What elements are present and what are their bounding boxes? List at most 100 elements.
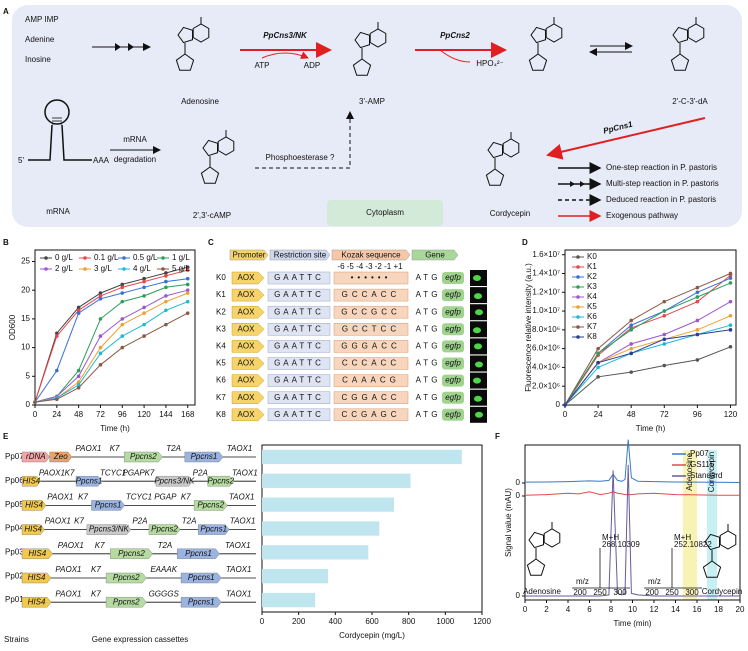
site-label: GAATTC (274, 290, 324, 299)
data-point (629, 370, 633, 374)
series-line (564, 324, 731, 406)
inset-mz: 252.10822 (674, 540, 712, 549)
legend-marker (576, 265, 580, 269)
cassette-part (21, 572, 52, 584)
molecule-ring (502, 138, 520, 158)
promoter-box (231, 340, 265, 353)
cassette-label: HIS4 (25, 501, 43, 510)
series-line (34, 278, 188, 403)
cassette-label: TAOX1 (226, 565, 252, 574)
y-tick-label: 6.0×10⁶ (532, 344, 560, 353)
cassette-part (177, 548, 220, 559)
data-point (76, 305, 81, 310)
promoter-label: AOX (238, 410, 256, 419)
kozak-box (333, 374, 409, 387)
cassette-label: TAOX1 (232, 468, 258, 477)
cell-fluorescence (475, 309, 483, 316)
legend-label: 0.1 g/L (94, 253, 119, 262)
cassette-part (21, 476, 41, 487)
x-tick-label: 24 (52, 410, 61, 419)
legend-label: K0 (587, 252, 597, 261)
peak-label: Adenosine (685, 453, 694, 491)
x-axis-title: Time (h) (100, 424, 130, 433)
strain-label: Pp07 (5, 452, 24, 461)
cell-fluorescence (474, 293, 482, 300)
y-tick-label: 0 (516, 478, 521, 487)
cassette-label: HIS4 (28, 549, 46, 558)
arrow-head (570, 181, 575, 187)
molecule-ring (719, 530, 737, 550)
data-point (662, 342, 667, 346)
cassette-label: K7 (78, 493, 88, 502)
cassette-label: Ppcns2 (130, 452, 157, 461)
x-axis-title: Time (h) (636, 424, 666, 433)
cassette-label: PAOX1 (45, 517, 71, 526)
series-line (524, 439, 741, 483)
inset-axis-label: m/z (648, 577, 661, 586)
source-label: Adenine (25, 35, 55, 44)
cell-fluorescence (474, 395, 482, 402)
data-point (596, 351, 600, 356)
data-point (98, 351, 103, 356)
data-point (662, 332, 667, 337)
cassette-label: K7 (110, 444, 120, 453)
data-point (695, 299, 700, 304)
series-line (524, 491, 740, 496)
data-point (629, 323, 633, 327)
panel-letter: C (208, 238, 214, 247)
strains-title: Strains (4, 635, 29, 644)
data-point (596, 360, 600, 365)
x-axis-title: Time (min) (614, 619, 652, 628)
cassette-label: K7 (91, 565, 101, 574)
kozak-box (333, 323, 409, 336)
cassette-label: Ppcns2 (197, 501, 224, 510)
legend-marker (122, 256, 126, 260)
cassette-label: T2A (182, 517, 197, 526)
cassette-part (155, 476, 193, 487)
panel-letter: B (3, 238, 9, 247)
cassette-label: TAOX1 (226, 589, 252, 598)
cell-fluorescence (473, 377, 481, 384)
legend-label: 1 g/L (172, 253, 190, 262)
phosphoesterase-label: Phosphoesterase ? (266, 153, 335, 162)
data-point (629, 318, 633, 323)
data-point (695, 295, 700, 299)
legend-label: Exogenous pathway (606, 211, 678, 220)
x-tick-label: 168 (181, 410, 195, 419)
data-point (98, 334, 103, 338)
cassette-label: rDNA (26, 452, 46, 461)
molecule-ring (200, 166, 220, 184)
legend-label: 0.5 g/L (133, 253, 158, 262)
row-label: K6 (216, 376, 226, 385)
series-line (34, 301, 188, 403)
panel-letter: E (3, 432, 9, 441)
cassette-label: K7 (65, 468, 75, 477)
kozak-box (333, 305, 409, 319)
compound-label: 2'-C-3'-dA (672, 97, 708, 106)
bar (262, 521, 380, 536)
x-tick-label: 120 (724, 410, 738, 419)
inset-tick: 300 (685, 588, 699, 597)
data-point (142, 294, 146, 298)
data-point (185, 299, 190, 304)
data-point (33, 400, 37, 404)
promoter-box (231, 305, 265, 319)
cassette-part (193, 500, 228, 511)
data-point (142, 311, 146, 315)
panel-a-background (12, 5, 742, 227)
data-point (728, 344, 733, 349)
cassette-label: PAOX1 (58, 541, 84, 550)
cassette-label: PGAP (122, 468, 145, 477)
data-point (185, 282, 190, 287)
cassette-part (110, 548, 153, 559)
data-point (164, 308, 168, 313)
site-label: GAATTC (274, 342, 324, 351)
series-line (34, 283, 188, 403)
kozak-label: CAAACG (342, 376, 400, 385)
y-tick-label: 0 (26, 400, 31, 409)
series-line (564, 329, 731, 406)
cassette-part (148, 524, 181, 535)
data-point (563, 403, 567, 407)
kozak-box (333, 357, 409, 370)
legend-label: K2 (587, 272, 597, 281)
